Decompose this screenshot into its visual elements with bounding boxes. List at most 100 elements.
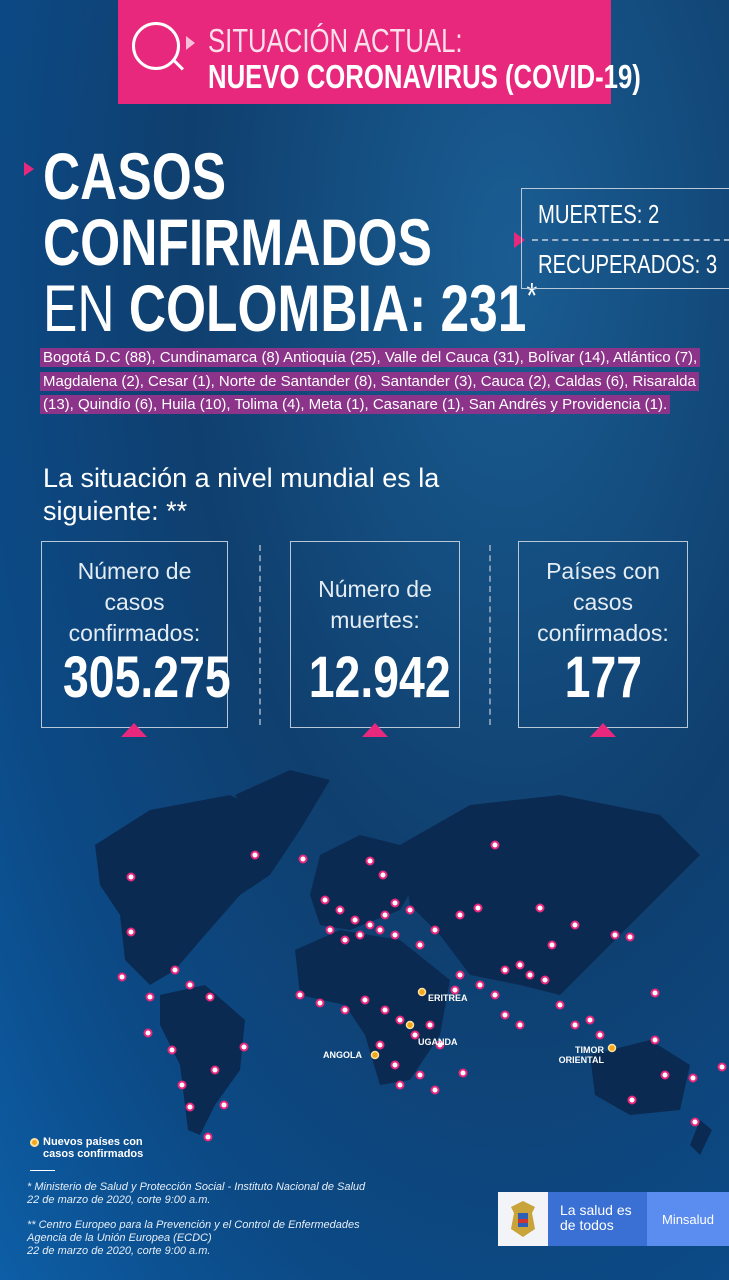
case-dot <box>475 980 485 990</box>
case-dot <box>205 992 215 1002</box>
new-country-label: TIMOR ORIENTAL <box>559 1045 605 1065</box>
title-line2: CONFIRMADOS <box>43 205 432 279</box>
title-prefix: EN <box>43 271 129 345</box>
divider <box>259 545 261 725</box>
colombia-coat-of-arms-icon <box>498 1192 548 1246</box>
footnote-line: 22 de marzo de 2020, corte 9:00 a.m. <box>27 1245 211 1257</box>
case-dot <box>570 1020 580 1030</box>
case-dot <box>450 985 460 995</box>
case-dot <box>185 980 195 990</box>
world-heading: La situación a nivel mundial es la sigui… <box>43 463 440 526</box>
footnote-2: ** Centro Europeo para la Prevención y e… <box>27 1219 360 1258</box>
case-dot <box>250 850 260 860</box>
case-dot <box>515 1020 525 1030</box>
new-country-label: UGANDA <box>418 1037 458 1047</box>
case-dot <box>219 1100 229 1110</box>
case-dot <box>298 854 308 864</box>
stat-deaths: Número de muertes: 12.942 <box>290 541 460 728</box>
case-dot <box>325 925 335 935</box>
pink-triangle-icon <box>24 162 34 176</box>
title-line3: EN COLOMBIA: 231* <box>43 270 537 346</box>
map-legend: Nuevos países con casos confirmados <box>30 1136 170 1160</box>
case-dot <box>378 870 388 880</box>
stat-value: 12.942 <box>308 645 451 710</box>
case-dot <box>380 910 390 920</box>
case-dot <box>335 905 345 915</box>
new-country-label: ERITREA <box>428 993 468 1003</box>
footnote-line: Agencia de la Unión Europea (ECDC) <box>27 1232 212 1244</box>
case-dot <box>390 930 400 940</box>
case-dot <box>375 1040 385 1050</box>
departments-text: Bogotá D.C (88), Cundinamarca (8) Antioq… <box>40 348 701 414</box>
virus-magnifier-icon <box>132 22 180 70</box>
case-dot <box>203 1132 213 1142</box>
new-country-dot-icon <box>30 1138 39 1147</box>
title-asterisk: * <box>526 275 538 316</box>
case-dot <box>515 960 525 970</box>
case-dot <box>415 1070 425 1080</box>
case-dot <box>365 856 375 866</box>
case-dot <box>650 1035 660 1045</box>
case-dot <box>167 1045 177 1055</box>
case-dot <box>126 927 136 937</box>
stat-value: 177 <box>564 645 642 710</box>
case-dot <box>490 990 500 1000</box>
case-dot <box>210 1065 220 1075</box>
case-dot <box>410 1030 420 1040</box>
new-country-dot <box>370 1050 380 1060</box>
deaths-recovered-box: MUERTES: 2 RECUPERADOS: 3 <box>521 188 729 289</box>
case-dot <box>455 910 465 920</box>
case-dot <box>627 1095 637 1105</box>
divider <box>532 239 729 241</box>
legend-text: Nuevos países con casos confirmados <box>43 1136 144 1160</box>
case-dot <box>415 940 425 950</box>
world-map: ERITREA UGANDA ANGOLA TIMOR ORIENTAL <box>95 770 727 1155</box>
case-dot <box>570 920 580 930</box>
pink-triangle-icon <box>362 723 388 737</box>
case-dot <box>455 970 465 980</box>
case-dot <box>430 1085 440 1095</box>
stat-label: Número de muertes: <box>318 576 432 633</box>
pink-triangle-icon <box>121 723 147 737</box>
case-dot <box>239 1042 249 1052</box>
case-dot <box>177 1080 187 1090</box>
case-dot <box>660 1070 670 1080</box>
case-dot <box>320 895 330 905</box>
case-dot <box>547 940 557 950</box>
header-banner: SITUACIÓN ACTUAL: NUEVO CORONAVIRUS (COV… <box>118 0 641 104</box>
header-line1: SITUACIÓN ACTUAL: <box>208 22 463 59</box>
new-country-dot <box>417 987 427 997</box>
case-dot <box>390 898 400 908</box>
asia <box>400 795 700 995</box>
deaths-count: MUERTES: 2 <box>538 199 660 229</box>
case-dot <box>525 970 535 980</box>
divider <box>30 1170 55 1171</box>
case-dot <box>430 925 440 935</box>
case-dot <box>340 935 350 945</box>
triangle-icon <box>186 36 195 50</box>
case-dot <box>126 872 136 882</box>
new-country-label: ANGOLA <box>323 1050 362 1060</box>
case-dot <box>395 1080 405 1090</box>
case-dot <box>405 905 415 915</box>
case-dot <box>625 932 635 942</box>
case-dot <box>435 1040 445 1050</box>
case-dot <box>295 990 305 1000</box>
case-dot <box>690 1117 700 1127</box>
case-dot <box>555 1000 565 1010</box>
case-dot <box>535 903 545 913</box>
case-dot <box>650 988 660 998</box>
title-country-count: COLOMBIA: 231 <box>128 271 527 345</box>
case-dot <box>360 995 370 1005</box>
recovered-count: RECUPERADOS: 3 <box>538 249 718 279</box>
footnote-1: * Ministerio de Salud y Protección Socia… <box>27 1181 365 1207</box>
case-dot <box>350 915 360 925</box>
logo-brand: Minsalud <box>647 1192 729 1246</box>
footnote-line: * Ministerio de Salud y Protección Socia… <box>27 1181 366 1193</box>
case-dot <box>380 1005 390 1015</box>
australia <box>590 1040 690 1115</box>
case-dot <box>390 1060 400 1070</box>
case-dot <box>425 1020 435 1030</box>
case-dot <box>375 925 385 935</box>
case-dot <box>185 1102 195 1112</box>
